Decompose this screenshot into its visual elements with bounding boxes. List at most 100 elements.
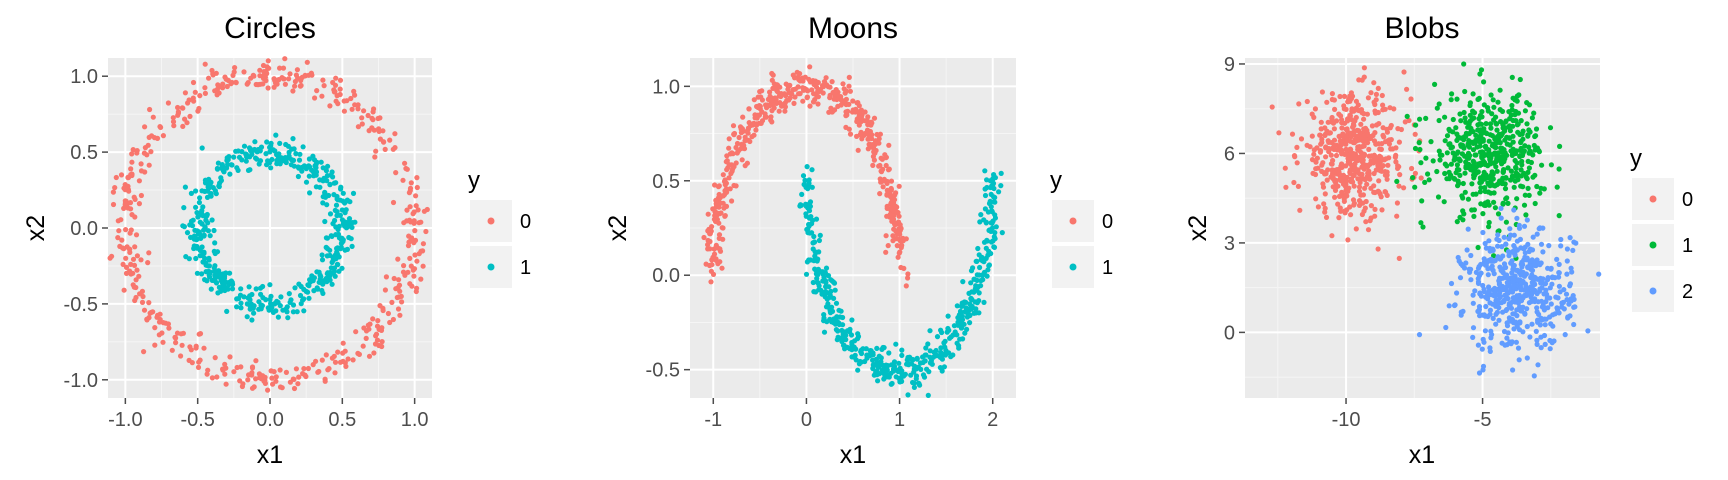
point-class-0 xyxy=(277,65,283,71)
point-class-1 xyxy=(329,281,335,287)
point-class-2 xyxy=(1565,315,1571,321)
point-class-2 xyxy=(1547,295,1553,301)
point-class-0 xyxy=(382,146,388,152)
point-class-0 xyxy=(758,94,764,100)
point-class-0 xyxy=(785,86,791,92)
point-class-2 xyxy=(1505,249,1512,255)
point-class-0 xyxy=(769,119,775,125)
point-class-1 xyxy=(1526,150,1532,156)
point-class-1 xyxy=(967,312,973,318)
point-class-0 xyxy=(370,316,376,322)
point-class-0 xyxy=(222,361,228,367)
point-class-0 xyxy=(1401,185,1407,191)
point-class-2 xyxy=(1457,275,1464,281)
point-class-0 xyxy=(129,212,135,218)
point-class-0 xyxy=(1353,156,1359,162)
point-class-1 xyxy=(1425,171,1431,177)
point-class-1 xyxy=(963,305,969,311)
point-class-0 xyxy=(261,69,267,75)
point-class-1 xyxy=(1530,174,1536,180)
point-class-2 xyxy=(1512,299,1518,305)
point-class-0 xyxy=(855,147,861,153)
point-class-2 xyxy=(1443,324,1449,331)
point-class-1 xyxy=(1499,108,1506,114)
point-class-1 xyxy=(207,274,213,280)
point-class-0 xyxy=(1372,189,1378,196)
point-class-1 xyxy=(945,325,951,332)
point-class-1 xyxy=(806,257,812,263)
point-class-0 xyxy=(395,306,402,312)
point-class-0 xyxy=(361,108,367,114)
point-class-0 xyxy=(890,238,896,244)
point-class-2 xyxy=(1559,304,1565,310)
point-class-1 xyxy=(967,320,973,326)
point-class-1 xyxy=(1482,185,1488,191)
point-class-1 xyxy=(1528,159,1534,166)
point-class-2 xyxy=(1485,313,1491,320)
point-class-1 xyxy=(342,247,348,253)
point-class-1 xyxy=(1404,113,1410,119)
point-class-1 xyxy=(1412,145,1419,152)
point-class-1 xyxy=(276,151,282,157)
point-class-2 xyxy=(1481,286,1487,292)
point-class-1 xyxy=(193,204,199,210)
point-class-0 xyxy=(144,316,150,322)
point-class-2 xyxy=(1564,271,1570,277)
point-class-1 xyxy=(968,280,974,286)
point-class-0 xyxy=(791,100,797,106)
point-class-2 xyxy=(1538,280,1544,286)
point-class-0 xyxy=(843,113,849,119)
point-class-1 xyxy=(947,335,953,341)
point-class-0 xyxy=(1325,119,1331,125)
point-class-1 xyxy=(1503,219,1509,225)
point-class-2 xyxy=(1488,256,1494,262)
point-class-0 xyxy=(128,206,134,212)
point-class-0 xyxy=(1344,137,1350,143)
point-class-1 xyxy=(1537,190,1543,196)
y-tick-label: 6 xyxy=(1224,143,1235,165)
point-class-0 xyxy=(280,65,287,71)
point-class-0 xyxy=(1346,157,1352,163)
point-class-1 xyxy=(227,171,233,177)
point-class-1 xyxy=(253,155,259,161)
point-class-0 xyxy=(400,177,406,183)
point-class-1 xyxy=(969,289,975,295)
point-class-1 xyxy=(849,317,855,323)
point-class-0 xyxy=(777,84,783,90)
point-class-0 xyxy=(412,228,418,234)
point-class-0 xyxy=(301,366,307,372)
point-class-2 xyxy=(1533,328,1539,334)
point-class-2 xyxy=(1491,271,1497,277)
point-class-2 xyxy=(1486,238,1492,244)
point-class-1 xyxy=(923,345,929,351)
point-class-1 xyxy=(1514,171,1521,177)
point-class-0 xyxy=(1373,97,1379,103)
point-class-1 xyxy=(1416,140,1422,146)
point-class-0 xyxy=(726,145,732,151)
point-class-1 xyxy=(1472,152,1478,158)
point-class-1 xyxy=(1526,165,1532,171)
point-class-0 xyxy=(152,342,158,348)
point-class-0 xyxy=(212,88,218,94)
point-class-0 xyxy=(726,162,732,168)
point-class-0 xyxy=(418,219,424,225)
point-class-2 xyxy=(1558,236,1564,243)
point-class-2 xyxy=(1499,340,1505,346)
point-class-0 xyxy=(291,385,298,392)
point-class-1 xyxy=(1513,148,1520,154)
point-class-0 xyxy=(1319,168,1325,174)
point-class-1 xyxy=(959,317,966,323)
point-class-0 xyxy=(1361,116,1367,122)
point-class-0 xyxy=(350,357,356,363)
point-class-1 xyxy=(1480,211,1486,217)
point-class-1 xyxy=(1417,146,1423,153)
point-class-2 xyxy=(1475,265,1482,271)
point-class-0 xyxy=(315,369,321,375)
point-class-1 xyxy=(300,144,306,150)
point-class-0 xyxy=(1351,140,1357,146)
point-class-0 xyxy=(1346,147,1352,153)
point-class-1 xyxy=(277,140,283,146)
point-class-1 xyxy=(1496,228,1502,234)
point-class-0 xyxy=(790,87,796,93)
